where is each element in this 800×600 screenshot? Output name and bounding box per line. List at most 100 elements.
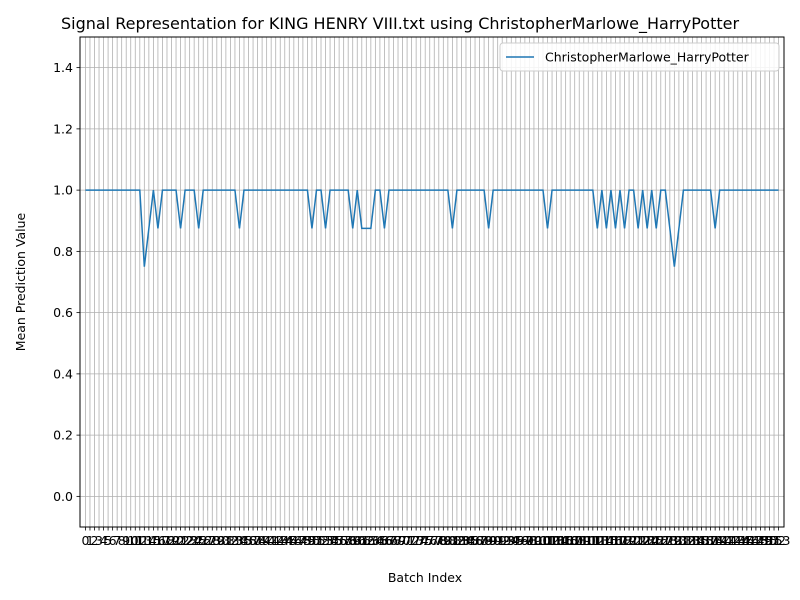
x-tick-label: 117 xyxy=(604,533,628,548)
x-tick-label: 66 xyxy=(376,533,392,548)
x-tick-label: 33 xyxy=(227,533,243,548)
x-tick-label: 133 xyxy=(676,533,700,548)
x-tick-label: 31 xyxy=(218,533,234,548)
x-tick-label: 76 xyxy=(422,533,438,548)
x-tick-label: 40 xyxy=(259,533,275,548)
x-tick-label: 144 xyxy=(726,533,750,548)
x-tick-label: 103 xyxy=(540,533,564,548)
x-tick-label: 114 xyxy=(590,533,614,548)
x-tick-label: 104 xyxy=(545,533,569,548)
x-tick-label: 7 xyxy=(113,533,121,548)
x-tick-label: 131 xyxy=(667,533,691,548)
x-tick-label: 18 xyxy=(159,533,175,548)
x-tick-label: 110 xyxy=(572,533,596,548)
x-tick-label: 85 xyxy=(463,533,479,548)
x-tick-label: 88 xyxy=(476,533,492,548)
x-tick-label: 38 xyxy=(250,533,266,548)
x-tick-label: 68 xyxy=(386,533,402,548)
x-tick-label: 120 xyxy=(617,533,641,548)
x-tick-label: 1 xyxy=(86,533,94,548)
x-tick-label: 15 xyxy=(145,533,161,548)
x-tick-label: 67 xyxy=(381,533,397,548)
y-tick-label: 0.2 xyxy=(53,428,73,443)
x-tick-label: 71 xyxy=(399,533,415,548)
x-tick-label: 51 xyxy=(309,533,325,548)
x-tick-label: 34 xyxy=(232,533,248,548)
x-tick-label: 77 xyxy=(426,533,442,548)
x-tick-label: 82 xyxy=(449,533,465,548)
x-tick-label: 22 xyxy=(177,533,193,548)
x-tick-label: 116 xyxy=(599,533,623,548)
y-tick-label: 1.4 xyxy=(53,60,73,75)
x-tick-label: 121 xyxy=(622,533,646,548)
x-tick-label: 97 xyxy=(517,533,533,548)
x-tick-label: 13 xyxy=(136,533,152,548)
legend-entry-label: ChristopherMarlowe_HarryPotter xyxy=(545,50,750,65)
x-tick-label: 44 xyxy=(277,533,293,548)
x-tick-label: 118 xyxy=(608,533,632,548)
x-tick-label: 56 xyxy=(331,533,347,548)
x-tick-label: 62 xyxy=(358,533,374,548)
x-tick-label: 23 xyxy=(182,533,198,548)
x-tick-label: 41 xyxy=(263,533,279,548)
x-tick-label: 134 xyxy=(681,533,705,548)
x-tick-label: 106 xyxy=(554,533,578,548)
x-tick-label: 87 xyxy=(472,533,488,548)
x-tick-label: 19 xyxy=(164,533,180,548)
x-axis-ticks: 0123456789101112131415161718192021222324… xyxy=(81,527,790,548)
x-tick-label: 138 xyxy=(699,533,723,548)
x-tick-label: 98 xyxy=(521,533,537,548)
x-tick-label: 137 xyxy=(694,533,718,548)
x-tick-label: 35 xyxy=(236,533,252,548)
y-axis-label: Mean Prediction Value xyxy=(13,212,28,351)
x-tick-label: 45 xyxy=(281,533,297,548)
x-tick-label: 90 xyxy=(485,533,501,548)
y-tick-label: 0.0 xyxy=(53,489,73,504)
x-tick-label: 89 xyxy=(481,533,497,548)
x-tick-label: 150 xyxy=(753,533,777,548)
x-tick-label: 109 xyxy=(567,533,591,548)
x-tick-label: 4 xyxy=(100,533,108,548)
legend-box xyxy=(499,42,780,72)
x-tick-label: 105 xyxy=(549,533,573,548)
x-tick-label: 14 xyxy=(141,533,157,548)
x-tick-label: 153 xyxy=(767,533,791,548)
x-tick-label: 17 xyxy=(154,533,170,548)
x-tick-label: 57 xyxy=(336,533,352,548)
x-tick-label: 92 xyxy=(494,533,510,548)
x-tick-label: 65 xyxy=(372,533,388,548)
x-tick-label: 119 xyxy=(613,533,637,548)
x-gridlines xyxy=(85,37,779,527)
x-tick-label: 108 xyxy=(563,533,587,548)
x-tick-label: 70 xyxy=(395,533,411,548)
x-tick-label: 100 xyxy=(527,533,551,548)
x-tick-label: 63 xyxy=(363,533,379,548)
x-tick-label: 54 xyxy=(322,533,338,548)
x-tick-label: 69 xyxy=(390,533,406,548)
chart-title: Signal Representation for KING HENRY VII… xyxy=(61,14,739,34)
x-tick-label: 112 xyxy=(581,533,605,548)
x-tick-label: 11 xyxy=(127,533,143,548)
x-tick-label: 123 xyxy=(631,533,655,548)
x-tick-label: 25 xyxy=(191,533,207,548)
x-tick-label: 86 xyxy=(467,533,483,548)
x-tick-label: 141 xyxy=(712,533,736,548)
x-tick-label: 75 xyxy=(417,533,433,548)
x-tick-label: 151 xyxy=(758,533,782,548)
x-tick-label: 2 xyxy=(91,533,99,548)
x-tick-label: 115 xyxy=(594,533,618,548)
x-tick-label: 83 xyxy=(453,533,469,548)
x-tick-label: 24 xyxy=(186,533,202,548)
x-tick-label: 12 xyxy=(132,533,148,548)
x-tick-label: 59 xyxy=(345,533,361,548)
x-tick-label: 48 xyxy=(295,533,311,548)
x-tick-label: 10 xyxy=(123,533,139,548)
y-tick-label: 0.4 xyxy=(53,366,73,381)
x-tick-label: 42 xyxy=(268,533,284,548)
x-tick-label: 0 xyxy=(81,533,89,548)
x-tick-label: 55 xyxy=(327,533,343,548)
x-tick-label: 32 xyxy=(222,533,238,548)
x-tick-label: 26 xyxy=(195,533,211,548)
series-line-christophermarlowe-harrypotter xyxy=(85,189,779,267)
y-tick-label: 0.8 xyxy=(53,244,73,259)
